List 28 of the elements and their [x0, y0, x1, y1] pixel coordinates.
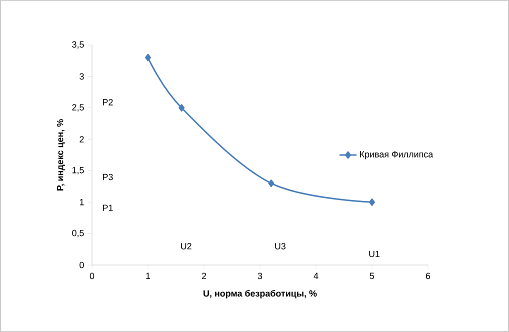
point [369, 198, 375, 206]
y-tick-label: 3,5 [72, 41, 84, 49]
x-tick-label: 6 [426, 272, 430, 280]
y-tick-label: 1,5 [72, 167, 84, 174]
legend-label: Кривая Филлипса [360, 151, 434, 160]
x-tick-label: 5 [370, 272, 374, 280]
y-tick-label: 2 [80, 136, 84, 142]
y-tick-label: 0,5 [72, 230, 84, 238]
point [268, 180, 274, 188]
annotation: P2 [102, 99, 113, 106]
y-tick-label: 1 [80, 199, 84, 206]
point [178, 104, 185, 112]
annotation: U1 [369, 250, 380, 258]
y-tick-label: 0 [80, 262, 84, 268]
x-tick-label: 0 [90, 272, 94, 280]
annotation: P1 [102, 204, 113, 211]
x-tick-label: 3 [258, 272, 262, 280]
y-axis-title: P, индекс цен, % [56, 119, 65, 190]
x-axis-title: U, норма безработицы, % [204, 290, 317, 298]
point [145, 54, 151, 62]
annotation: U2 [181, 243, 192, 250]
annotation: U3 [275, 243, 286, 250]
annotation: P3 [102, 174, 113, 180]
y-tick-label: 3 [80, 73, 84, 80]
x-tick-label: 2 [202, 272, 206, 280]
x-tick-label: 1 [146, 272, 150, 279]
y-tick-label: 2,5 [72, 104, 84, 112]
x-tick-label: 4 [314, 272, 318, 279]
